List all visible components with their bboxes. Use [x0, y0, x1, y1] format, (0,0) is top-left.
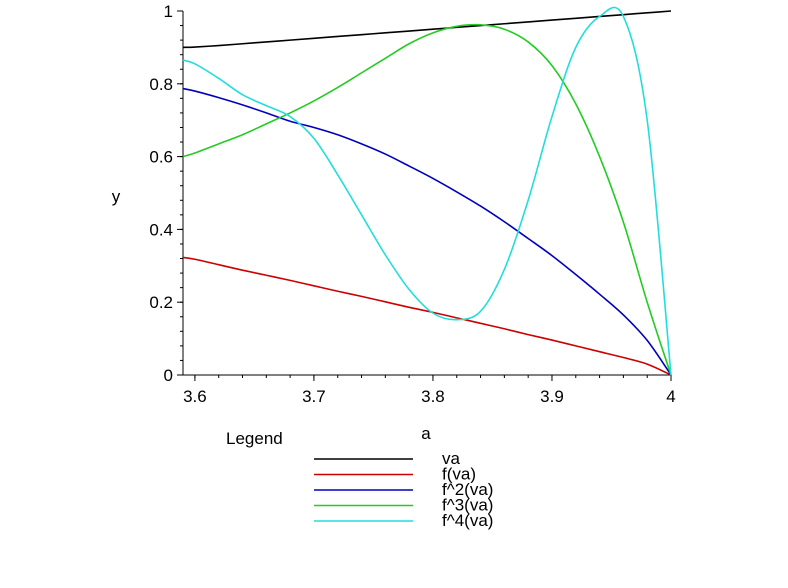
legend-entry: f^2(va) — [442, 480, 493, 499]
x-tick-label: 3.8 — [421, 387, 445, 406]
x-tick-label: 3.6 — [183, 387, 207, 406]
legend: vaf(va)f^2(va)f^3(va)f^4(va) — [314, 449, 493, 530]
x-axis-label: a — [421, 424, 431, 443]
y-tick-label: 0 — [164, 366, 173, 385]
x-tick-label: 3.9 — [540, 387, 564, 406]
legend-entry: f(va) — [442, 465, 476, 484]
y-axis-label: y — [112, 187, 121, 206]
series-line-2 — [182, 256, 672, 376]
series-line-3 — [182, 87, 672, 376]
series-line-1 — [182, 10, 672, 49]
series-lines — [182, 6, 672, 376]
y-tick-label: 1 — [164, 2, 173, 21]
legend-entry: va — [442, 449, 461, 468]
y-tick-label: 0.8 — [149, 75, 173, 94]
y-tick-label: 0.2 — [149, 293, 173, 312]
series-line-4 — [182, 23, 672, 376]
x-tick-label: 4 — [666, 387, 675, 406]
y-tick-label: 0.4 — [149, 220, 173, 239]
y-tick-label: 0.6 — [149, 148, 173, 167]
legend-title: Legend — [226, 429, 283, 448]
legend-entry: f^4(va) — [442, 511, 493, 530]
legend-entry: f^3(va) — [442, 496, 493, 515]
x-tick-label: 3.7 — [302, 387, 326, 406]
axes: 0 0.2 0.4 0.6 0.8 1 3.6 3.7 3.8 3.9 4 — [149, 2, 675, 406]
series-line-5 — [182, 6, 672, 376]
